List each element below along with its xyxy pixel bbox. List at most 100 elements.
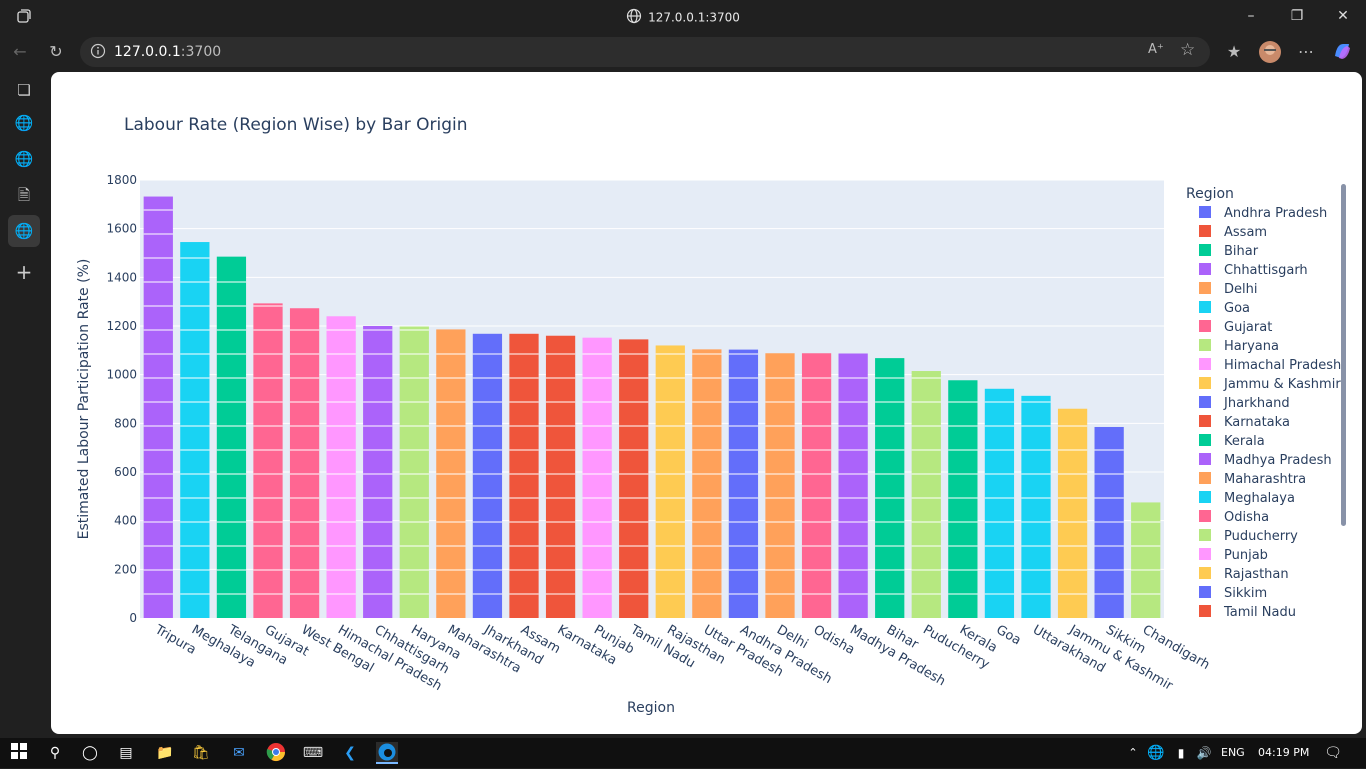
bar[interactable] xyxy=(253,303,283,618)
bar-rect[interactable] xyxy=(216,256,247,618)
read-aloud-icon[interactable]: A⁺ xyxy=(1148,42,1164,57)
legend-item[interactable]: Sikkim xyxy=(1199,586,1267,601)
bar[interactable] xyxy=(216,256,247,618)
legend-item[interactable]: Madhya Pradesh xyxy=(1199,453,1332,468)
legend-item[interactable]: Gujarat xyxy=(1199,320,1272,335)
tab-document-icon[interactable]: 🗎 xyxy=(17,186,31,204)
bar[interactable] xyxy=(582,337,612,618)
bar-rect[interactable] xyxy=(582,337,612,618)
url-text[interactable]: 127.0.0.1:3700 xyxy=(114,44,221,60)
bar-rect[interactable] xyxy=(472,333,503,618)
bar-rect[interactable] xyxy=(1131,502,1161,618)
bar-rect[interactable] xyxy=(509,333,539,618)
bar[interactable] xyxy=(1057,408,1088,618)
network-icon[interactable]: 🌐 xyxy=(1147,745,1165,761)
legend-item[interactable]: Meghalaya xyxy=(1199,491,1295,506)
legend-item[interactable]: Andhra Pradesh xyxy=(1199,206,1327,221)
close-button[interactable]: ✕ xyxy=(1337,8,1349,24)
address-bar[interactable]: 127.0.0.1:3700 A⁺ ☆ xyxy=(80,37,1210,67)
battery-icon[interactable]: ▮ xyxy=(1177,746,1185,760)
legend-scrollbar[interactable] xyxy=(1341,184,1346,526)
bar-rect[interactable] xyxy=(655,345,685,618)
legend-item[interactable]: Odisha xyxy=(1199,510,1269,525)
bar[interactable] xyxy=(1021,395,1051,618)
profile-avatar[interactable] xyxy=(1258,40,1282,64)
edge-icon[interactable] xyxy=(376,742,398,764)
tab-active-globe-icon[interactable]: 🌐 xyxy=(8,215,40,247)
bar[interactable] xyxy=(399,326,429,618)
bar[interactable] xyxy=(619,339,649,618)
legend-item[interactable]: Jharkhand xyxy=(1199,396,1290,411)
more-options-icon[interactable]: ⋯ xyxy=(1298,42,1314,61)
bar-rect[interactable] xyxy=(363,326,393,618)
info-icon[interactable] xyxy=(90,43,106,59)
bar[interactable] xyxy=(1094,426,1124,618)
bar[interactable] xyxy=(545,335,576,618)
bar-rect[interactable] xyxy=(728,349,759,618)
task-view-icon[interactable]: ▤ xyxy=(119,745,133,761)
bar[interactable] xyxy=(984,388,1015,618)
bar-rect[interactable] xyxy=(875,358,905,618)
bar[interactable] xyxy=(143,196,173,618)
bar[interactable] xyxy=(436,329,466,618)
bar[interactable] xyxy=(765,353,795,618)
store-icon[interactable]: 🛍 xyxy=(192,745,210,761)
bar[interactable] xyxy=(728,349,759,618)
bar[interactable] xyxy=(875,358,905,618)
bar[interactable] xyxy=(180,242,210,619)
tab-globe-icon[interactable]: 🌐 xyxy=(14,150,34,168)
new-tab-icon[interactable]: + xyxy=(15,260,33,284)
tab-globe-icon[interactable]: 🌐 xyxy=(14,114,34,132)
bar-rect[interactable] xyxy=(253,303,283,618)
bar-rect[interactable] xyxy=(545,335,576,618)
bar[interactable] xyxy=(948,380,978,618)
legend-item[interactable]: Himachal Pradesh xyxy=(1199,358,1341,373)
bar-rect[interactable] xyxy=(619,339,649,618)
file-explorer-icon[interactable]: 📁 xyxy=(156,745,174,761)
bar-rect[interactable] xyxy=(143,196,173,618)
legend-item[interactable]: Chhattisgarh xyxy=(1199,263,1308,278)
bar[interactable] xyxy=(1131,502,1161,618)
vscode-icon[interactable]: ❮ xyxy=(344,745,356,761)
legend-item[interactable]: Tamil Nadu xyxy=(1199,605,1296,620)
terminal-icon[interactable]: ⌨ xyxy=(302,745,324,761)
bar[interactable] xyxy=(509,333,539,618)
back-icon[interactable]: ← xyxy=(13,42,27,61)
legend-item[interactable]: Jammu & Kashmir xyxy=(1199,377,1341,392)
mail-icon[interactable]: ✉ xyxy=(233,745,245,761)
bar[interactable] xyxy=(801,353,832,618)
refresh-icon[interactable]: ↻ xyxy=(49,42,63,61)
tray-chevron-icon[interactable]: ⌃ xyxy=(1128,746,1138,759)
bar-rect[interactable] xyxy=(1021,395,1051,618)
bar[interactable] xyxy=(911,371,941,618)
legend-item[interactable]: Bihar xyxy=(1199,244,1259,259)
volume-icon[interactable]: 🔊 xyxy=(1196,746,1212,760)
maximize-button[interactable]: ❐ xyxy=(1290,8,1304,24)
legend-item[interactable]: Haryana xyxy=(1199,339,1279,354)
bar-rect[interactable] xyxy=(984,388,1015,618)
bar-rect[interactable] xyxy=(399,326,429,618)
tab-actions-icon[interactable]: ❏ xyxy=(17,81,31,99)
legend-item[interactable]: Delhi xyxy=(1199,282,1257,297)
legend-item[interactable]: Rajasthan xyxy=(1199,567,1289,582)
bar[interactable] xyxy=(838,353,868,618)
bar-rect[interactable] xyxy=(838,353,868,618)
bar[interactable] xyxy=(289,308,320,618)
bar[interactable] xyxy=(692,349,722,618)
legend-item[interactable]: Kerala xyxy=(1199,434,1265,449)
language-indicator[interactable]: ENG xyxy=(1221,746,1245,759)
favorites-icon[interactable]: ★ xyxy=(1226,42,1242,61)
chrome-icon[interactable] xyxy=(265,742,287,764)
legend-item[interactable]: Punjab xyxy=(1199,548,1268,563)
bar-rect[interactable] xyxy=(180,242,210,619)
copilot-icon[interactable] xyxy=(1330,40,1354,64)
bar-rect[interactable] xyxy=(1057,408,1088,618)
clock[interactable]: 04:19 PM xyxy=(1258,746,1310,759)
start-icon[interactable] xyxy=(8,742,30,764)
favorite-star-icon[interactable]: ☆ xyxy=(1180,40,1196,60)
search-icon[interactable]: ⚲ xyxy=(49,745,61,761)
bar-rect[interactable] xyxy=(289,308,320,618)
bar-rect[interactable] xyxy=(948,380,978,618)
bar-rect[interactable] xyxy=(801,353,832,618)
notifications-icon[interactable]: 🗨 xyxy=(1324,745,1342,761)
